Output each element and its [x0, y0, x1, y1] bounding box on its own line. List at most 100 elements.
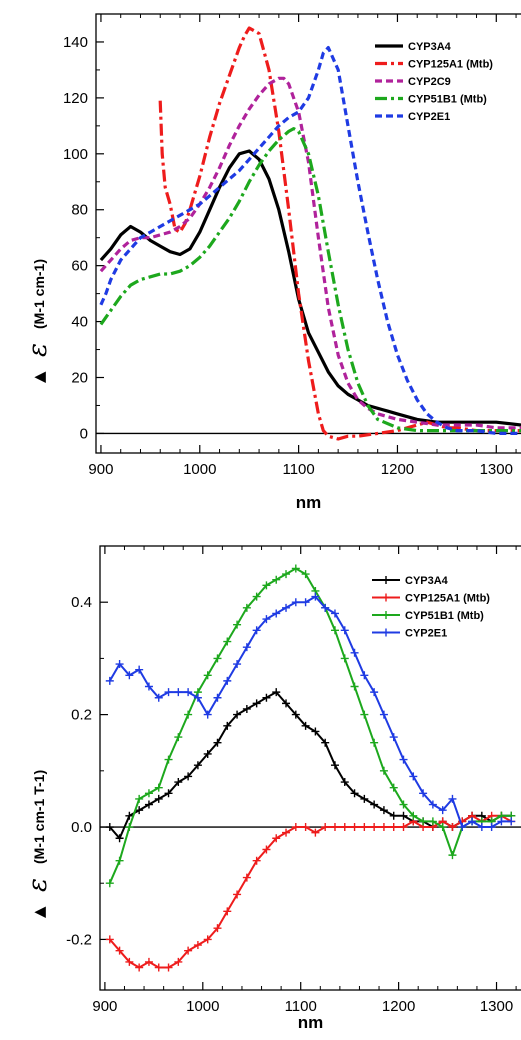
data-point: [135, 806, 144, 815]
data-point: [330, 761, 339, 770]
legend-label: CYP3A4: [408, 41, 452, 53]
x-tick-label: 900: [88, 461, 113, 478]
data-point: [379, 823, 388, 832]
y-tick-label: 0: [80, 425, 88, 442]
y-axis-epsilon-symbol: ε: [23, 343, 53, 357]
data-point: [487, 823, 496, 832]
data-point: [350, 648, 359, 657]
data-point: [340, 823, 349, 832]
data-point: [321, 823, 330, 832]
legend-marker: [382, 593, 390, 602]
data-point: [389, 811, 398, 820]
data-point: [184, 710, 193, 719]
data-point: [291, 564, 300, 573]
y-tick-label: 100: [63, 146, 88, 163]
data-point: [350, 789, 359, 798]
data-point: [174, 957, 183, 966]
data-point: [184, 688, 193, 697]
legend-marker: [382, 628, 390, 637]
data-point: [203, 671, 212, 680]
legend-label: CYP51B1 (Mtb): [408, 94, 487, 106]
bottom-chart-panel: 900 1000 1100 1200 1300 -0.2 0.0 0.2 0.4 CYP3A4 CY…: [23, 545, 521, 1032]
data-point: [340, 778, 349, 787]
data-point: [125, 671, 134, 680]
data-point: [144, 800, 153, 809]
data-point: [350, 682, 359, 691]
legend-label: CYP51B1 (Mtb): [405, 610, 484, 622]
data-point: [370, 688, 379, 697]
data-point: [203, 749, 212, 758]
y-tick-label: 0.0: [71, 819, 92, 836]
data-point: [399, 823, 408, 832]
data-point: [174, 688, 183, 697]
data-point: [321, 738, 330, 747]
data-point: [223, 637, 232, 646]
data-point: [360, 671, 369, 680]
x-tick-label: 1100: [285, 998, 317, 1015]
data-point: [301, 570, 310, 579]
data-point: [311, 828, 320, 837]
data-point: [193, 693, 202, 702]
data-point: [164, 688, 173, 697]
data-point: [115, 834, 124, 843]
data-point: [399, 755, 408, 764]
data-point: [233, 890, 242, 899]
data-point: [135, 794, 144, 803]
x-tick-label: 1000: [186, 998, 219, 1015]
data-point: [311, 727, 320, 736]
data-point: [370, 738, 379, 747]
data-point: [458, 823, 467, 832]
data-point: [272, 575, 281, 584]
data-point: [399, 811, 408, 820]
data-point: [262, 845, 271, 854]
x-tick-label: 1200: [382, 998, 415, 1015]
data-point: [301, 598, 310, 607]
data-point: [350, 823, 359, 832]
data-point: [389, 733, 398, 742]
data-point: [115, 946, 124, 955]
x-tick-label: 1100: [282, 461, 314, 478]
data-point: [419, 817, 428, 826]
data-point: [448, 794, 457, 803]
data-point: [291, 823, 300, 832]
series-line-cyp2c9: [99, 76, 521, 430]
data-point: [233, 710, 242, 719]
data-point: [105, 823, 114, 832]
data-point: [213, 654, 222, 663]
data-point: [174, 778, 183, 787]
data-point: [233, 660, 242, 669]
data-point: [125, 811, 134, 820]
x-tick-label: 1300: [480, 998, 513, 1015]
data-point: [213, 924, 222, 933]
data-point: [428, 817, 437, 826]
data-point: [282, 828, 291, 837]
data-point: [223, 907, 232, 916]
y-axis-delta-symbol: ▲: [30, 371, 48, 383]
legend-label: CYP125A1 (Mtb): [405, 593, 490, 605]
data-point: [135, 963, 144, 972]
data-point: [438, 823, 447, 832]
data-point: [135, 665, 144, 674]
legend-label: CYP125A1 (Mtb): [408, 59, 493, 71]
data-point: [115, 660, 124, 669]
data-point: [154, 794, 163, 803]
data-point: [242, 873, 251, 882]
data-point: [154, 963, 163, 972]
series-line-cyp3a4: [109, 691, 512, 840]
data-point: [360, 794, 369, 803]
data-point: [193, 941, 202, 950]
x-tick-label: 1000: [183, 461, 216, 478]
data-point: [242, 704, 251, 713]
plot-frame: [95, 13, 521, 454]
data-point: [252, 626, 261, 635]
data-point: [370, 800, 379, 809]
y-tick-label: 60: [71, 258, 88, 275]
data-point: [213, 738, 222, 747]
data-point: [468, 817, 477, 826]
top-chart-panel: 900 1000 1100 1200 1300 0 20 40 60 80 100 120 140 CYP…: [23, 13, 521, 512]
legend-label: CYP3A4: [405, 575, 449, 587]
data-point: [252, 856, 261, 865]
data-point: [291, 710, 300, 719]
y-axis-unit-label: (M-1 cm-1 T-1): [31, 770, 47, 864]
data-point: [438, 806, 447, 815]
